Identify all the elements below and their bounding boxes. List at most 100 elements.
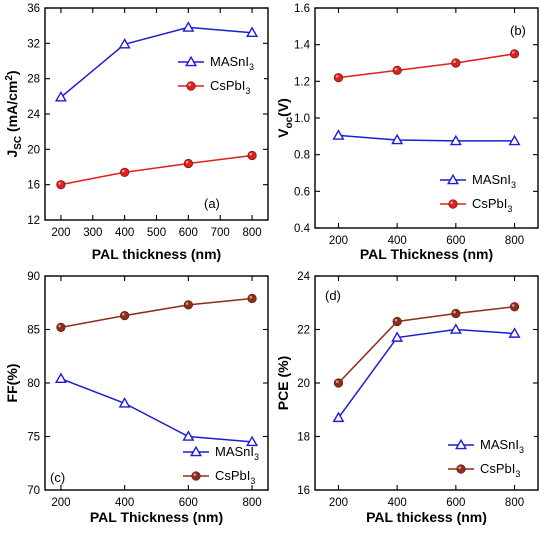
y-tick-label: 16 [297,485,310,497]
legend-label: CsPbI3 [210,78,250,96]
data-point [509,49,520,59]
series-CsPbI3 [56,293,257,332]
x-tick-label: 300 [83,227,102,239]
x-tick-label: 400 [115,497,134,509]
x-tick-label: 800 [505,497,524,509]
data-point [56,322,66,332]
y-tick-label: 1.6 [294,3,310,15]
series-CsPbI3 [56,150,257,190]
data-point [449,134,462,146]
y-tick-label: 36 [27,3,40,15]
data-point [246,26,259,38]
panel-d: 200 400 600 800 16 18 20 22 24 PAL thickess (nm) P… [275,271,539,525]
y-tick-label: 1.0 [294,113,310,125]
x-axis-label: PAL Thickness (nm) [90,509,223,525]
data-point-highlight [122,312,125,316]
x-tick-label: 800 [242,227,261,239]
data-point [451,58,461,68]
legend-label: CsPbI3 [472,196,512,214]
y-tick-label: 0.6 [294,186,310,198]
y-tick-label: 20 [27,144,40,156]
y-tick-label: 12 [27,215,40,227]
data-point [118,38,131,49]
data-point [120,167,130,177]
x-tick-label: 600 [179,497,198,509]
y-tick-label: 1.2 [294,76,310,88]
x-tick-label: 200 [329,235,348,247]
y-tick-label: 1.4 [294,40,311,52]
legend-marker [456,464,466,474]
series-line [337,328,515,419]
data-point [182,21,195,32]
x-tick-label: 800 [505,235,524,247]
data-point [120,310,130,321]
legend-label: MASnI3 [480,437,524,455]
series-CsPbI3 [333,302,520,388]
legend: MASnI3 CsPbI3 [444,433,534,479]
y-axis-label: PCE (%) [275,356,291,410]
x-axis-label: PAL thickess (nm) [366,509,487,525]
y-axis-label: FF(%) [4,364,20,403]
y-tick-label: 0.8 [294,150,310,162]
x-tick-label: 200 [51,497,70,509]
x-tick-label: 400 [388,497,407,509]
series-line [338,134,515,142]
data-point [391,331,404,342]
data-point [449,323,462,334]
data-point [182,430,195,441]
data-point [509,302,520,312]
x-tick-label: 600 [179,227,198,239]
y-tick-label: 24 [297,271,310,283]
y-tick-label: 85 [27,325,40,337]
y-tick-label: 32 [27,38,40,50]
series-CsPbI3 [333,49,520,83]
panel-b: 200 400 600 800 0.4 0.6 0.8 1.0 1.2 1.4 1.6 PAL Thi… [275,3,539,262]
y-tick-label: 70 [27,485,40,497]
data-point-highlight [249,295,253,299]
series-line [60,297,253,329]
data-point-highlight [335,380,339,384]
legend: MASnI3 CsPbI3 [440,172,516,214]
legend: MASnI3 CsPbI3 [179,440,264,486]
data-point [451,308,461,319]
y-tick-label: 90 [27,271,40,283]
data-point [54,372,67,384]
data-point [183,300,193,310]
legend-marker [184,55,198,67]
x-tick-label: 400 [115,227,134,239]
series-MASnI3 [332,129,521,146]
series-MASnI3 [54,372,259,447]
y-tick-label: 20 [297,378,310,390]
data-point [332,411,345,423]
panel-letter: (c) [50,470,65,485]
y-tick-label: 75 [27,432,40,444]
legend-label: MASnI3 [215,444,259,462]
y-tick-label: 0.4 [294,223,311,235]
x-tick-label: 600 [446,235,465,247]
data-point [333,73,344,83]
panel-letter: (a) [204,196,220,211]
data-point [183,158,193,169]
data-point-highlight [453,310,456,314]
legend-label: MASnI3 [472,172,516,190]
y-tick-label: 22 [297,325,310,337]
panel-letter: (b) [510,23,526,38]
y-axis-label: JSC (mA/cm2) [4,70,24,157]
data-point [56,180,66,190]
data-point-highlight [58,324,61,328]
data-point-highlight [335,75,339,78]
y-tick-label: 24 [27,109,40,121]
y-tick-label: 16 [27,180,40,192]
legend-marker [186,81,196,91]
series-line [60,378,253,443]
data-point [391,133,404,145]
x-tick-label: 700 [211,227,230,239]
x-axis-label: PAL Thickness (nm) [360,246,493,262]
legend-marker [454,438,468,450]
data-point [247,293,257,304]
data-point-highlight [453,60,456,63]
series-MASnI3 [332,323,521,423]
data-point [333,378,344,388]
legend-marker [191,471,201,481]
